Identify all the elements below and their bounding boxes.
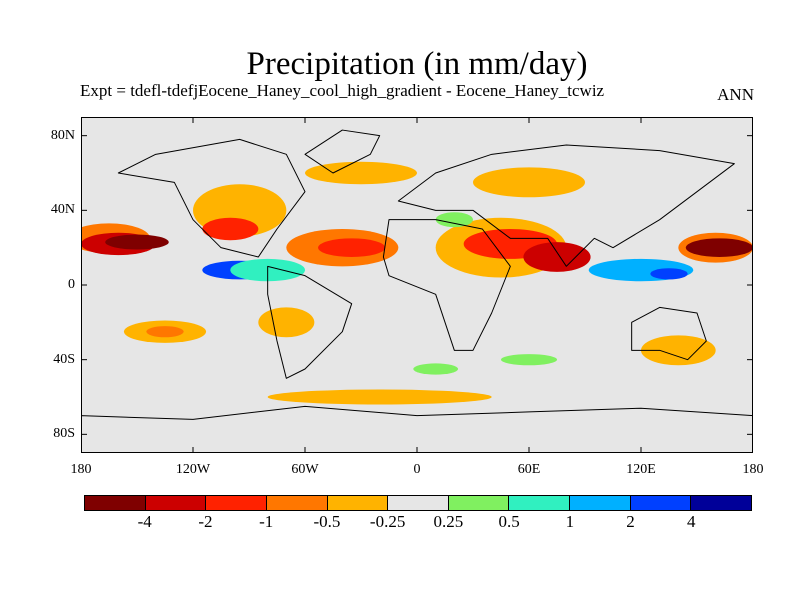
colorbar-label: -0.5	[313, 512, 341, 531]
region-india-drying	[523, 242, 591, 272]
colorbar-label: 0.5	[498, 512, 520, 531]
colorbar-label: 1	[565, 512, 575, 531]
lat-label: 0	[68, 277, 75, 292]
lon-label: 120E	[626, 462, 656, 477]
colorbar-box	[448, 496, 510, 510]
precipitation-map	[81, 117, 753, 453]
colorbar-label: -4	[137, 512, 152, 531]
map-canvas	[81, 117, 753, 453]
colorbar-label: -0.25	[369, 512, 406, 531]
colorbar-box	[85, 496, 146, 510]
coastline-layer	[81, 129, 753, 453]
coastline-south-america	[267, 265, 353, 379]
colorbar	[84, 495, 752, 511]
experiment-subtitle: Expt = tdefl-tdefjEocene_Haney_cool_high…	[80, 81, 605, 100]
lon-label: 60E	[517, 462, 541, 477]
colorbar-label: -2	[198, 512, 213, 531]
region-atlantic-core	[318, 238, 386, 257]
region-south-america-drying	[258, 307, 315, 338]
coastline-australia	[631, 306, 707, 361]
region-eurasia-drying	[473, 167, 585, 198]
region-northern-drying	[305, 161, 417, 185]
precip-anomaly-layer	[81, 161, 753, 405]
lon-label: 60W	[291, 462, 319, 477]
colorbar-box	[145, 496, 207, 510]
colorbar-box	[570, 496, 631, 510]
colorbar-box	[630, 496, 692, 510]
region-indian-ocean-wet-core	[650, 268, 688, 280]
lat-label: 40S	[53, 351, 75, 367]
coastline-eurasia	[397, 144, 735, 267]
region-southern-ocean-drying	[267, 389, 492, 405]
colorbar-box	[388, 496, 449, 510]
map-border	[81, 117, 753, 453]
colorbar-box	[327, 496, 389, 510]
colorbar-label: 4	[687, 512, 696, 531]
colorbar-box	[509, 496, 571, 510]
region-mediterranean-wet	[435, 212, 474, 228]
colorbar-label: -1	[259, 512, 274, 531]
region-south-atlantic-wet	[413, 363, 459, 375]
lat-label: 80S	[53, 426, 75, 442]
colorbar-box	[206, 496, 267, 510]
lat-label: 40N	[50, 202, 75, 218]
colorbar-box	[266, 496, 328, 510]
season-label: ANN	[717, 85, 754, 104]
coastline-north-america	[117, 138, 306, 258]
colorbar-label: 2	[626, 512, 635, 531]
region-central-pacific-max	[105, 234, 169, 250]
coastline-greenland	[304, 129, 381, 174]
region-australia-drying	[641, 335, 716, 366]
region-west-pacific-core	[685, 238, 753, 257]
lon-label: 120W	[175, 462, 211, 477]
map-title: Precipitation (in mm/day)	[246, 46, 588, 82]
region-north-america-core	[202, 217, 259, 241]
lon-label: 0	[413, 462, 421, 477]
coastline-antarctica	[81, 405, 753, 453]
lat-label: 80N	[50, 127, 75, 143]
region-south-indian-wet	[501, 354, 557, 366]
region-south-pacific-core	[146, 326, 184, 338]
lon-label: 180	[742, 462, 764, 477]
coastline-africa	[382, 219, 511, 351]
colorbar-label: 0.25	[433, 512, 464, 531]
lon-label: 180	[70, 462, 92, 477]
colorbar-box	[691, 496, 752, 510]
